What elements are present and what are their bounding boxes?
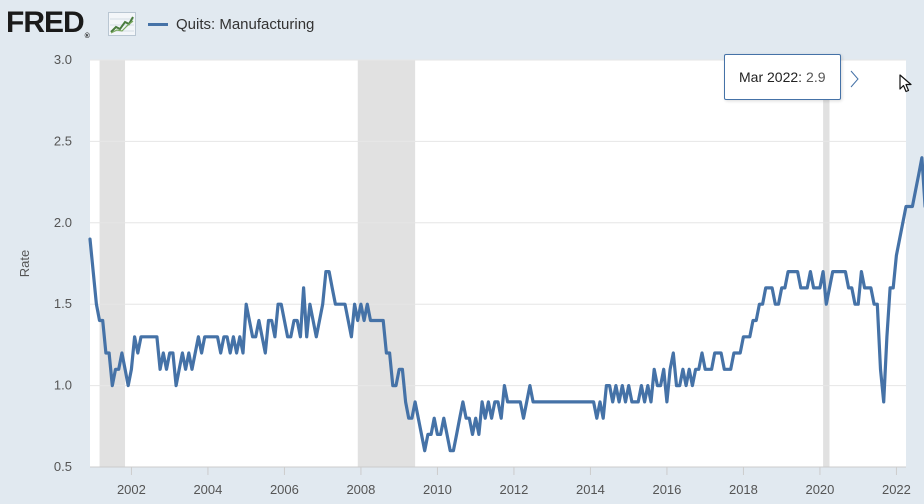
data-tooltip: Mar 2022: 2.9 [724,54,841,100]
x-tick-label: 2022 [882,482,911,497]
line-chart[interactable]: 0.5 1.0 1.5 2.0 2.5 3.0 2002 2004 2006 2008 2010 20… [0,52,924,504]
x-tick-label: 2010 [423,482,452,497]
x-tick-label: 2014 [576,482,605,497]
tooltip-pointer [850,70,859,88]
legend-series-label: Quits: Manufacturing [176,15,315,33]
fred-logo-chart-icon [108,12,136,36]
y-axis-title: Rate [17,250,32,277]
legend-series-swatch [148,22,168,26]
fred-logo[interactable]: FRED® [6,6,90,40]
series-line-quits-manufacturing[interactable] [88,76,924,453]
chart-legend[interactable]: Quits: Manufacturing [148,13,314,35]
y-tick-label: 1.5 [54,296,72,311]
y-tick-label: 0.5 [54,459,72,474]
chart-header: FRED® Quits: Manufacturing [0,0,924,52]
x-tick-label: 2012 [499,482,528,497]
x-tick-label: 2008 [346,482,375,497]
x-tick-label: 2016 [652,482,681,497]
mouse-pointer-icon [899,74,912,93]
fred-logo-text: FRED [6,6,85,39]
x-tick-label: 2002 [117,482,146,497]
tooltip-value: 2.9 [806,69,826,85]
y-tick-label: 2.0 [54,215,72,230]
y-tick-label: 3.0 [54,52,72,67]
x-tick-label: 2006 [270,482,299,497]
fred-logo-registered: ® [84,33,90,40]
y-tick-label: 2.5 [54,133,72,148]
x-tick-label: 2020 [805,482,834,497]
recession-band [99,60,126,467]
chart-area[interactable]: 0.5 1.0 1.5 2.0 2.5 3.0 2002 2004 2006 2008 2010 20… [0,52,924,504]
x-tick-label: 2018 [729,482,758,497]
plot-background [90,60,906,467]
y-tick-label: 1.0 [54,378,72,393]
x-tick-label: 2004 [193,482,222,497]
recession-band [823,60,830,467]
tooltip-date: Mar 2022: [739,69,803,85]
